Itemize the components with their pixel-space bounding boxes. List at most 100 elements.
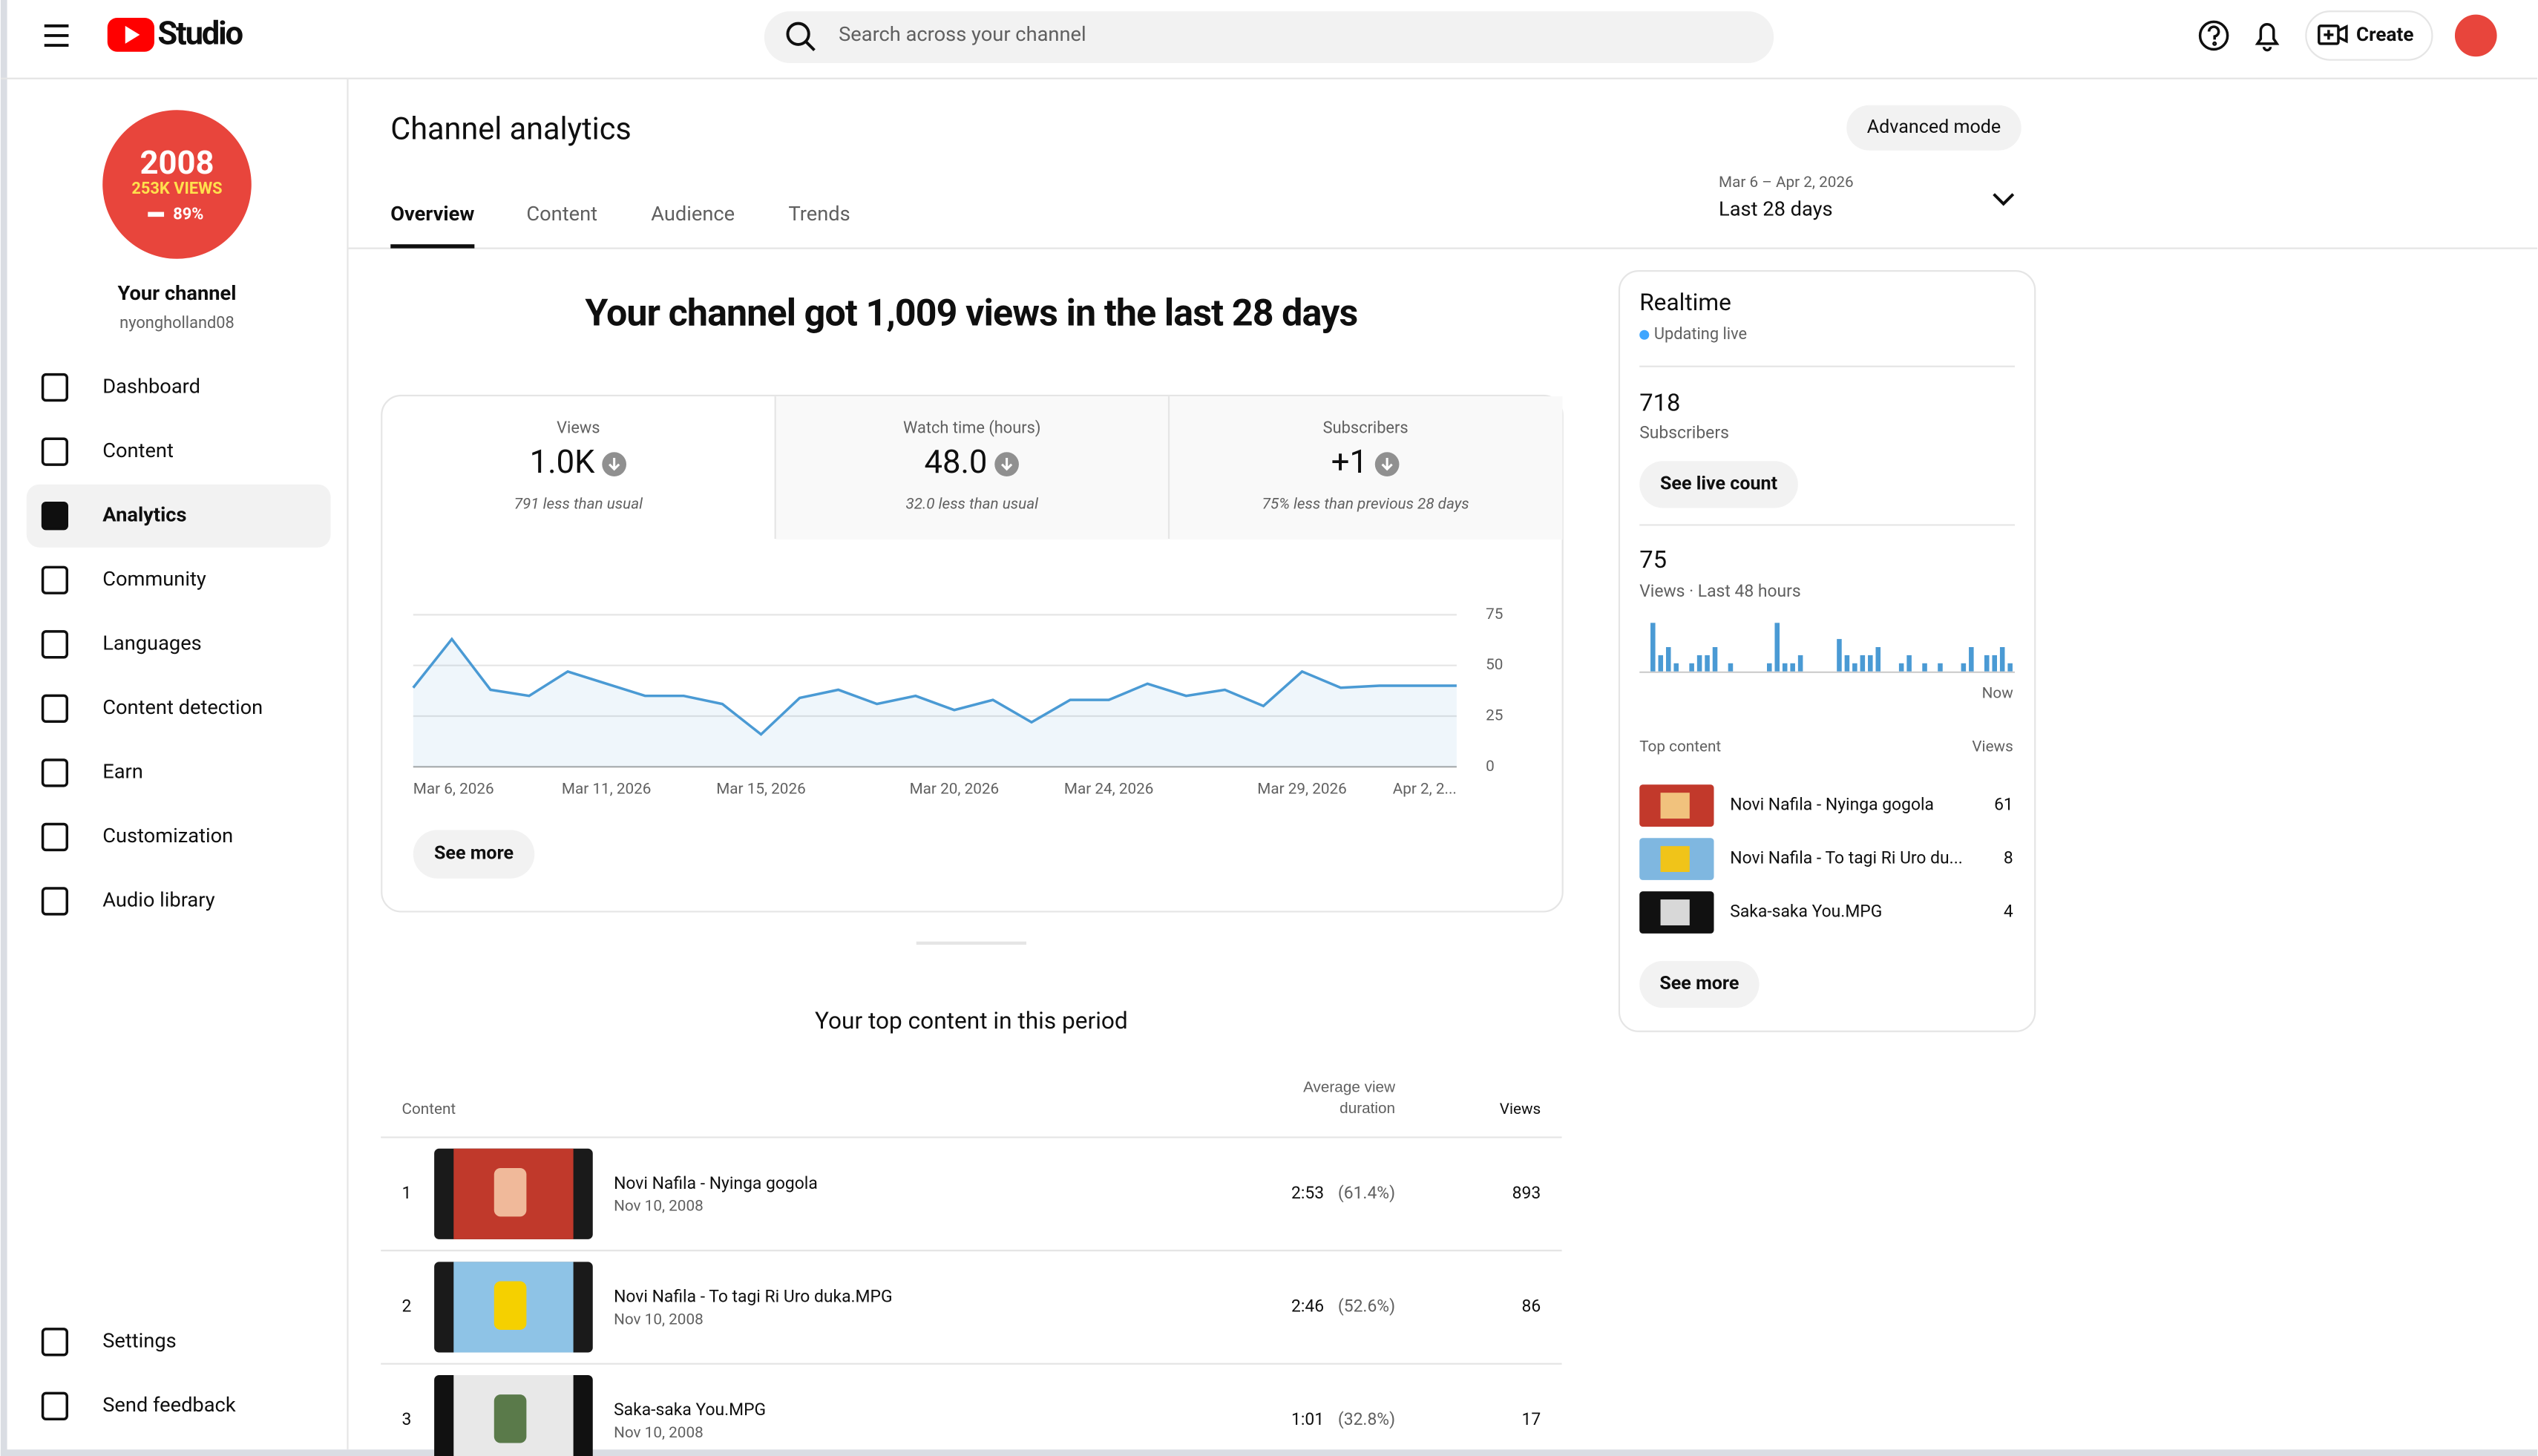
- bar: [1844, 655, 1850, 672]
- bar: [1650, 623, 1656, 672]
- bar: [1689, 663, 1694, 672]
- metric-label[interactable]: Views: [557, 419, 600, 437]
- thumbnail-detail: [1660, 846, 1690, 873]
- realtime-see-more-label: See more: [1659, 973, 1739, 994]
- chart-see-more-button[interactable]: [413, 830, 535, 879]
- thumbnail-detail: [494, 1281, 527, 1330]
- menu-button[interactable]: [44, 24, 69, 47]
- nav-item[interactable]: Audio library: [102, 888, 214, 912]
- video-title[interactable]: Saka-saka You.MPG: [1730, 902, 1882, 922]
- nav-item[interactable]: Languages: [102, 631, 202, 655]
- metric-label[interactable]: Watch time (hours): [903, 419, 1040, 437]
- duration-percent: (52.6%): [1338, 1296, 1395, 1316]
- y-tick-label: 25: [1486, 706, 1503, 724]
- realtime-see-more-button[interactable]: [1639, 960, 1760, 1009]
- nav-item[interactable]: Customization: [102, 824, 233, 847]
- frame: [0, 0, 7, 1456]
- nav-icon: [41, 887, 69, 916]
- bar: [1906, 655, 1912, 672]
- duration-percent: (61.4%): [1338, 1183, 1395, 1203]
- metric-label[interactable]: Subscribers: [1323, 419, 1409, 437]
- realtime-title: Realtime: [1639, 289, 1731, 316]
- page-title: Channel analytics: [390, 112, 632, 148]
- advanced-mode-label: Advanced mode: [1867, 117, 2001, 138]
- period-dropdown[interactable]: [1993, 193, 2015, 206]
- headline: Your channel got 1,009 views in the last…: [585, 291, 1357, 335]
- bar: [1767, 663, 1772, 672]
- avatar-year: 2008: [140, 144, 214, 182]
- video-views: 4: [2004, 902, 2013, 922]
- realtime-end-label: Now: [1982, 685, 2014, 703]
- x-tick-label: Mar 24, 2026: [1064, 780, 1154, 798]
- bar: [1875, 647, 1881, 672]
- create-button[interactable]: [2305, 10, 2433, 61]
- metric-value[interactable]: 48.0: [924, 443, 987, 481]
- nav-item[interactable]: Settings: [102, 1329, 177, 1353]
- y-tick-label: 75: [1486, 606, 1503, 623]
- video-title[interactable]: Novi Nafila - Nyinga gogola: [1730, 795, 1934, 815]
- search-box[interactable]: [764, 11, 1774, 64]
- channel-avatar[interactable]: [102, 110, 252, 259]
- video-title[interactable]: Novi Nafila - Nyinga gogola: [614, 1173, 818, 1193]
- nav-item[interactable]: Content detection: [102, 695, 263, 719]
- avatar-dash: [148, 211, 165, 217]
- tab[interactable]: Trends: [789, 202, 850, 226]
- rank: 3: [402, 1409, 412, 1429]
- video-title[interactable]: Saka-saka You.MPG: [614, 1400, 766, 1420]
- chart-see-more-label: See more: [434, 843, 514, 865]
- nav-item[interactable]: Content: [102, 439, 174, 462]
- notifications-button[interactable]: [2255, 22, 2280, 52]
- date-range[interactable]: Mar 6 – Apr 2, 2026: [1719, 174, 1854, 191]
- thumbnail-detail: [1660, 793, 1690, 819]
- nav-item[interactable]: Community: [102, 567, 206, 591]
- bar: [1712, 647, 1718, 672]
- column-header: Views: [1500, 1101, 1541, 1118]
- bar: [1898, 663, 1904, 672]
- nav-item[interactable]: Send feedback: [102, 1393, 236, 1417]
- nav-icon: [41, 565, 69, 594]
- bar: [1969, 647, 1974, 672]
- nav-icon: [41, 694, 69, 724]
- period[interactable]: Last 28 days: [1719, 197, 1833, 221]
- nav-item[interactable]: Analytics: [102, 502, 186, 526]
- trend-arrow: [1000, 457, 1013, 471]
- see-live-count-button[interactable]: [1639, 461, 1798, 508]
- bar: [1868, 655, 1873, 672]
- views: 86: [1522, 1296, 1541, 1316]
- line: [412, 637, 1457, 736]
- avatar-percent: 89%: [173, 206, 203, 224]
- nav-icon: [41, 1328, 69, 1357]
- bar: [1837, 639, 1842, 672]
- metric-value[interactable]: +1: [1331, 443, 1368, 481]
- help-button[interactable]: [2198, 20, 2229, 51]
- nav-icon: [41, 822, 69, 852]
- bar: [1782, 663, 1788, 672]
- live-dot: [1639, 329, 1650, 340]
- bar: [1852, 663, 1857, 672]
- bar: [1696, 655, 1702, 672]
- views: 17: [1522, 1409, 1541, 1429]
- realtime-status: Updating live: [1654, 325, 1747, 344]
- nav-icon: [41, 373, 69, 402]
- bar: [2007, 663, 2013, 672]
- duration: 2:46: [1291, 1296, 1324, 1316]
- bar: [1728, 663, 1734, 672]
- metric-value[interactable]: 1.0K: [530, 443, 595, 481]
- nav-highlight: [26, 484, 331, 548]
- nav-item[interactable]: Dashboard: [102, 374, 200, 398]
- video-title[interactable]: Novi Nafila - To tagi Ri Uro duka.MPG: [614, 1286, 892, 1306]
- nav-item[interactable]: Earn: [102, 760, 143, 784]
- area: [413, 639, 1457, 767]
- tab[interactable]: Overview: [390, 202, 474, 226]
- account-avatar[interactable]: [2454, 14, 2497, 57]
- video-title[interactable]: Novi Nafila - To tagi Ri Uro du...: [1730, 848, 1962, 868]
- tab[interactable]: Audience: [651, 202, 735, 226]
- logo[interactable]: [107, 17, 154, 52]
- create-label: Create: [2356, 24, 2414, 46]
- realtime-subscribers: 718: [1639, 389, 1680, 417]
- column-header: Average view duration: [1303, 1079, 1396, 1118]
- advanced-mode-button[interactable]: [1846, 105, 2021, 151]
- top-content-header: Top content: [1639, 738, 1721, 756]
- tab[interactable]: Content: [526, 202, 597, 226]
